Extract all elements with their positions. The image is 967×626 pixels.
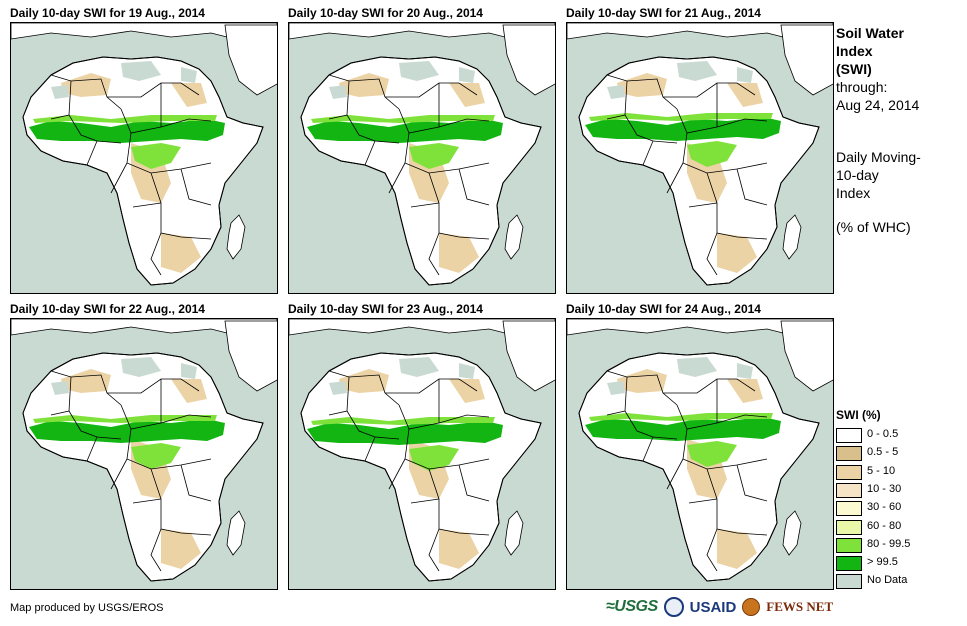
legend-title: SWI (%) [836,408,881,422]
units-label: (% of WHC) [836,218,921,236]
through-label: through: [836,78,921,96]
legend-label: > 99.5 [867,556,898,568]
legend-item: 80 - 99.5 [836,537,956,553]
legend-swatch [836,465,862,480]
africa-map-graphic [11,319,277,589]
africa-map-graphic [289,319,555,589]
desc-line2: 10-day [836,166,921,184]
usgs-logo: ≈USGS [606,598,658,616]
legend-item: No Data [836,573,956,589]
legend-label: 10 - 30 [867,483,901,495]
legend-item: 30 - 60 [836,500,956,516]
legend-swatch [836,483,862,498]
legend-swatch [836,446,862,461]
fews-net-logo: FEWS NET [766,599,833,615]
madagascar-landmass [505,511,523,555]
legend-swatch [836,574,862,589]
usaid-logo: USAID [690,599,737,616]
africa-map [288,22,556,294]
legend-label: 5 - 10 [867,465,895,477]
panel-title: Daily 10-day SWI for 23 Aug., 2014 [288,302,483,316]
panel-title: Daily 10-day SWI for 19 Aug., 2014 [10,6,205,20]
legend-swatch [836,520,862,535]
legend-label: 0.5 - 5 [867,446,898,458]
desc-line3: Index [836,184,921,202]
arabia-landmass [225,25,277,95]
arabia-landmass [781,25,833,95]
side-title-line1: Soil Water [836,24,921,42]
legend-item: 60 - 80 [836,519,956,535]
legend-swatch [836,556,862,571]
africa-map-graphic [289,23,555,293]
madagascar-landmass [505,215,523,259]
legend-swatch [836,501,862,516]
fews-net-emblem-icon [742,598,760,616]
usaid-seal-icon [664,597,684,617]
africa-map-graphic [567,23,833,293]
arabia-landmass [781,321,833,391]
side-title-line3: (SWI) [836,60,921,78]
legend-item: 10 - 30 [836,482,956,498]
madagascar-landmass [783,511,801,555]
side-description: Soil Water Index (SWI) through: Aug 24, … [836,24,921,236]
legend-item: 5 - 10 [836,464,956,480]
legend-item: > 99.5 [836,555,956,571]
legend-swatch [836,538,862,553]
legend-label: No Data [867,574,907,586]
panel-title: Daily 10-day SWI for 21 Aug., 2014 [566,6,761,20]
legend-item: 0 - 0.5 [836,427,956,443]
africa-map [10,22,278,294]
africa-map [566,318,834,590]
arabia-landmass [503,321,555,391]
madagascar-landmass [227,215,245,259]
madagascar-landmass [783,215,801,259]
legend-label: 0 - 0.5 [867,428,898,440]
africa-map [566,22,834,294]
panel-title: Daily 10-day SWI for 22 Aug., 2014 [10,302,205,316]
side-title-line2: Index [836,42,921,60]
arabia-landmass [503,25,555,95]
legend-label: 80 - 99.5 [867,538,910,550]
legend-label: 60 - 80 [867,520,901,532]
logo-strip: ≈USGS USAID FEWS NET [606,594,833,620]
madagascar-landmass [227,511,245,555]
credit-text: Map produced by USGS/EROS [10,602,163,614]
africa-map [288,318,556,590]
legend-item: 0.5 - 5 [836,445,956,461]
panel-title: Daily 10-day SWI for 20 Aug., 2014 [288,6,483,20]
africa-map-graphic [11,23,277,293]
through-date: Aug 24, 2014 [836,96,921,114]
arabia-landmass [225,321,277,391]
africa-map [10,318,278,590]
legend-label: 30 - 60 [867,501,901,513]
panel-title: Daily 10-day SWI for 24 Aug., 2014 [566,302,761,316]
desc-line1: Daily Moving- [836,148,921,166]
legend-swatch [836,428,862,443]
africa-map-graphic [567,319,833,589]
